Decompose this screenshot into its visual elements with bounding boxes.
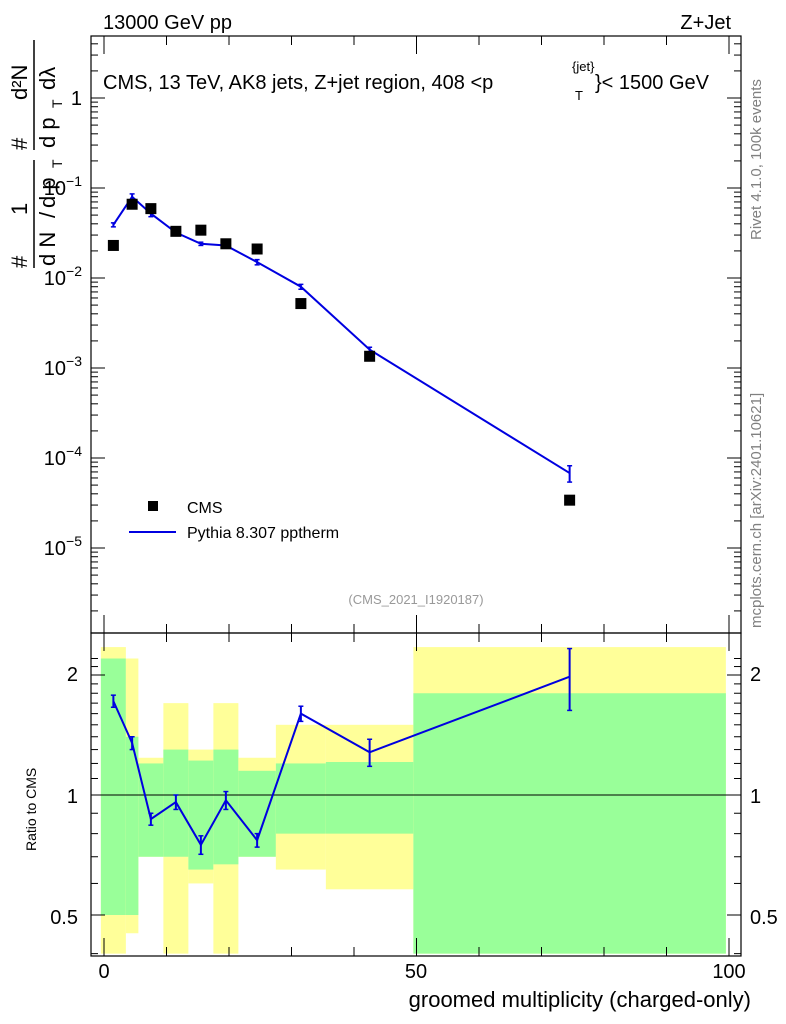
- data-point-2: [145, 203, 157, 215]
- ratio-ytick-right-2: 2: [750, 664, 761, 686]
- main-plot-frame: [90, 35, 742, 634]
- main-y-tick-labels: 1 10−1 10−2 10−3 10−4 10−5: [44, 88, 82, 560]
- ylabel-dlambda: dλ: [35, 67, 60, 90]
- data-point-1: [126, 198, 138, 210]
- data-point-9: [564, 494, 576, 506]
- data-point-0: [107, 239, 119, 251]
- ylabel-one: 1: [7, 203, 32, 215]
- legend-data-marker: [148, 501, 158, 511]
- ratio-ytick-right-1: 1: [750, 786, 761, 808]
- process-label: Z+Jet: [680, 12, 731, 34]
- energy-label: 13000 GeV pp: [103, 12, 232, 34]
- ratio-ytick-left-2: 2: [67, 664, 78, 686]
- data-point-8: [364, 350, 376, 362]
- main-ytick-label-4: 10−4: [44, 443, 82, 470]
- ratio-ytick-right-05: 0.5: [750, 907, 778, 929]
- ylabel-T: T: [49, 159, 65, 168]
- ylabel-dpTdl: d p: [35, 117, 60, 148]
- ylabel-hash2: #: [7, 137, 32, 150]
- ylabel-d2N: d²N: [7, 65, 32, 100]
- ratio-ylabel: Ratio to CMS: [23, 768, 39, 851]
- mc-curve: [112, 195, 571, 474]
- band-inner-9: [413, 693, 726, 954]
- ratio-ytick-left-1: 1: [67, 786, 78, 808]
- main-ytick-label-1: 10−1: [44, 173, 82, 200]
- main-ytick-label-0: 1: [71, 88, 82, 110]
- ratio-y-ticks: [91, 657, 741, 955]
- legend: CMS Pythia 8.307 pptherm: [129, 500, 339, 542]
- x-axis-label: groomed multiplicity (charged-only): [409, 987, 751, 1012]
- mcplots-label: mcplots.cern.ch [arXiv:2401.10621]: [748, 393, 765, 628]
- title-main: CMS, 13 TeV, AK8 jets, Z+jet region, 408…: [103, 72, 493, 94]
- title-sup: {jet}: [572, 59, 595, 74]
- ratio-ytick-left-05: 0.5: [50, 907, 78, 929]
- analysis-id: (CMS_2021_I1920187): [348, 592, 483, 607]
- x-tick-label-100: 100: [712, 961, 745, 983]
- legend-mc-label: Pythia 8.307 pptherm: [187, 525, 339, 542]
- x-tick-label-50: 50: [405, 961, 427, 983]
- ylabel-T2: T: [49, 99, 65, 108]
- data-point-4: [195, 224, 207, 236]
- band-inner-2: [138, 763, 164, 857]
- data-series: [107, 198, 576, 506]
- x-tick-label-0: 0: [98, 961, 109, 983]
- data-point-3: [170, 225, 182, 237]
- data-point-6: [251, 243, 263, 255]
- band-inner-7: [275, 763, 326, 834]
- x-ticks: [103, 36, 730, 956]
- ylabel-dpT: d p: [35, 177, 60, 208]
- rivet-label: Rivet 4.1.0, 100k events: [748, 79, 765, 240]
- ratio-uncertainty-bands: [100, 647, 726, 954]
- band-inner-8: [325, 761, 414, 834]
- main-ytick-label-3: 10−3: [44, 353, 82, 380]
- band-inner-1: [125, 736, 139, 915]
- main-title: CMS, 13 TeV, AK8 jets, Z+jet region, 408…: [103, 59, 710, 103]
- mc-series: [110, 193, 573, 483]
- main-ytick-label-5: 10−5: [44, 533, 82, 560]
- ylabel-dN: d N: [35, 232, 60, 266]
- main-ytick-label-2: 10−2: [44, 263, 82, 290]
- main-ylabel: # 1 d N / d p T # d²N d p T dλ: [7, 40, 65, 268]
- ylabel-slash: /: [35, 211, 60, 218]
- ylabel-hash1: #: [7, 255, 32, 268]
- legend-data-label: CMS: [187, 500, 223, 517]
- main-y-ticks: [91, 43, 741, 612]
- ratio-curve: [112, 675, 570, 847]
- title-sub: T: [575, 88, 583, 103]
- ratio-mc-series: [110, 647, 573, 856]
- data-point-5: [220, 238, 232, 250]
- title-tail: }< 1500 GeV: [595, 72, 710, 94]
- data-point-7: [295, 298, 307, 310]
